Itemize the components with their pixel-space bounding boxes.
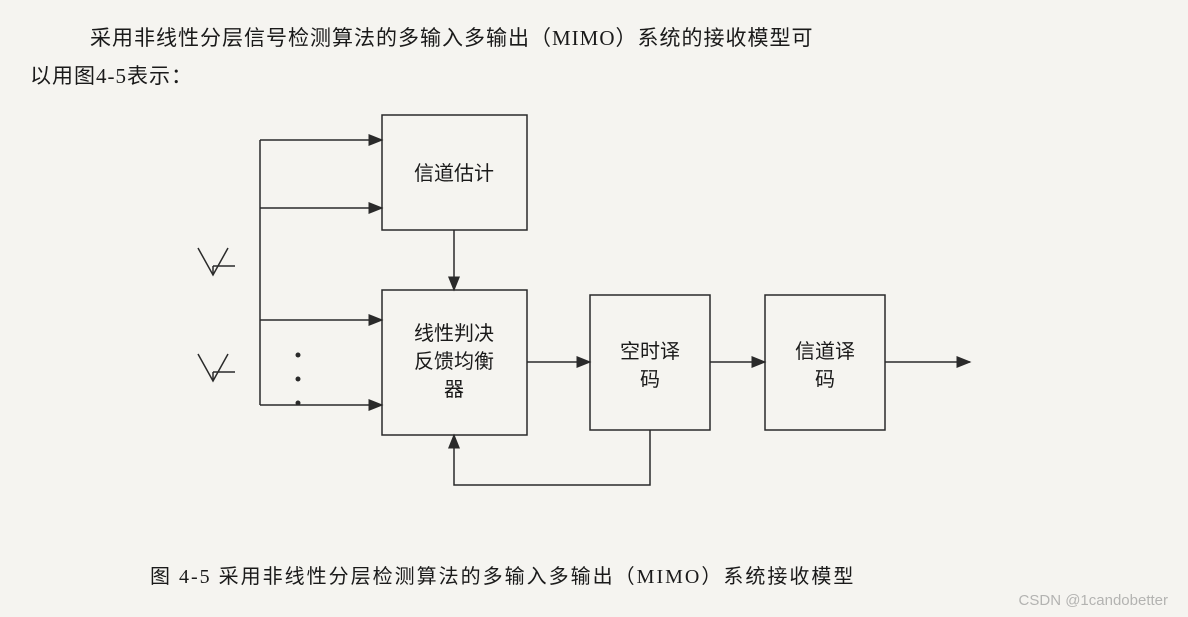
antenna-top-icon	[198, 248, 235, 275]
edge-feedback	[454, 430, 650, 485]
node-equalizer-label-1: 线性判决	[414, 322, 494, 345]
ellipsis-dot	[296, 353, 301, 358]
intro-line-2: 以用图4-5表示：	[30, 60, 193, 90]
ellipsis-dot	[296, 377, 301, 382]
node-st-decode-label-1: 空时译	[620, 340, 680, 363]
figure-caption: 图 4-5 采用非线性分层检测算法的多输入多输出（MIMO）系统接收模型	[150, 560, 855, 589]
node-equalizer-label-3: 器	[444, 379, 464, 401]
node-st-decode-label-2: 码	[640, 369, 660, 391]
antenna-bottom-icon	[198, 354, 235, 381]
node-ch-decode-label-1: 信道译	[795, 340, 855, 363]
node-channel-estimation-label: 信道估计	[414, 162, 494, 185]
mimo-diagram: 信道估计 线性判决 反馈均衡 器 空时译 码 信道译 码	[0, 100, 1188, 530]
node-ch-decode-label-2: 码	[815, 369, 835, 391]
node-equalizer-label-2: 反馈均衡	[414, 350, 494, 373]
watermark: CSDN @1candobetter	[1019, 592, 1168, 609]
intro-line-1: 采用非线性分层信号检测算法的多输入多输出（MIMO）系统的接收模型可	[90, 22, 814, 52]
